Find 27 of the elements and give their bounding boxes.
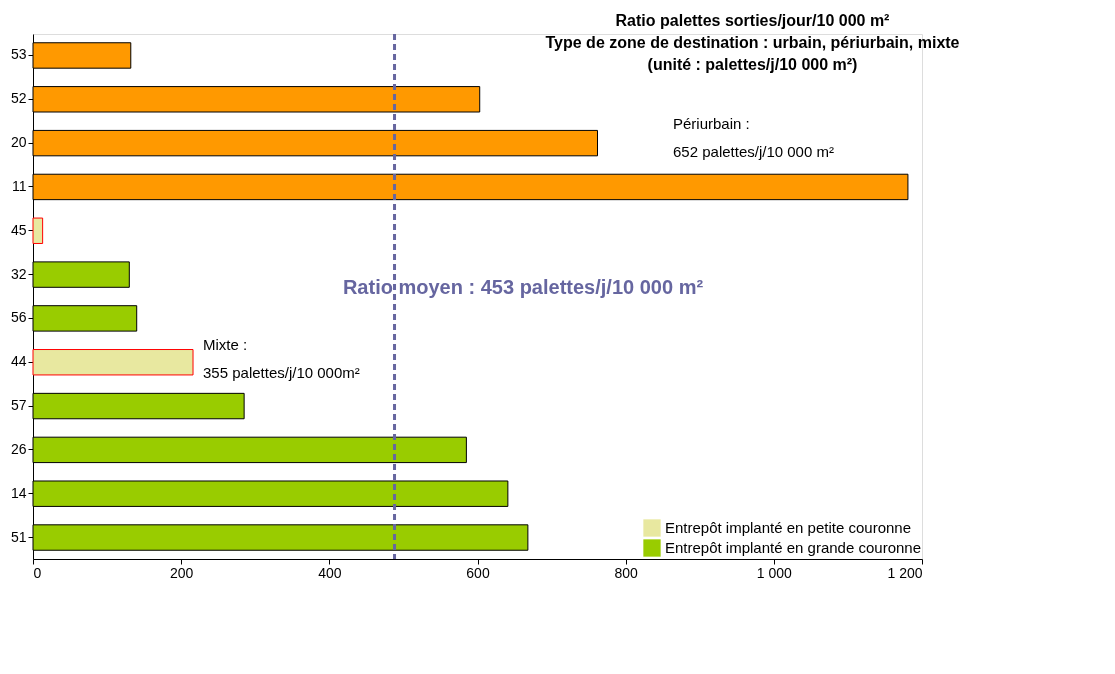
y-tick-label: 52 — [10, 90, 27, 107]
y-tick-label: 44 — [10, 353, 27, 370]
y-tick-label: 56 — [10, 309, 27, 326]
y-tick-label: 11 — [11, 177, 27, 194]
y-tick-label: 26 — [10, 440, 27, 457]
y-tick-label: 53 — [10, 46, 27, 63]
text: (unité : palettes/j/10 000 m²) — [647, 55, 858, 73]
annotation: Ratio moyen : 453 palettes/j/10 000 m² — [342, 275, 704, 298]
x-tick-label: 200 — [169, 564, 194, 581]
y-tick-label: 51 — [10, 528, 27, 545]
x-tick-label: 1 000 — [756, 564, 793, 581]
annotation: Périurbain : 652 palettes/j/10 000 m² — [673, 114, 834, 160]
text: Ratio palettes sorties/jour/10 000 m² — [615, 11, 890, 29]
legend-label: Entrepôt implanté en grande couronne — [665, 539, 922, 556]
x-tick-label: 1 200 — [887, 564, 923, 581]
annotation: Mixte : 355 palettes/j/10 000m² — [203, 335, 360, 381]
y-tick-label: 20 — [10, 134, 27, 151]
y-tick-label: 45 — [10, 221, 27, 238]
y-tick-label: 32 — [10, 265, 27, 282]
legend-label: Entrepôt implanté en petite couronne — [665, 519, 911, 536]
y-tick-label: 57 — [10, 397, 27, 414]
x-tick-label: 800 — [614, 564, 639, 581]
x-tick-label: 0 — [33, 564, 42, 581]
x-tick-label: 400 — [318, 564, 342, 581]
text: Type de zone de destination : urbain, périurbain, mixte — [545, 33, 960, 51]
y-tick-label: 14 — [10, 484, 27, 501]
x-tick-label: 600 — [466, 564, 490, 581]
